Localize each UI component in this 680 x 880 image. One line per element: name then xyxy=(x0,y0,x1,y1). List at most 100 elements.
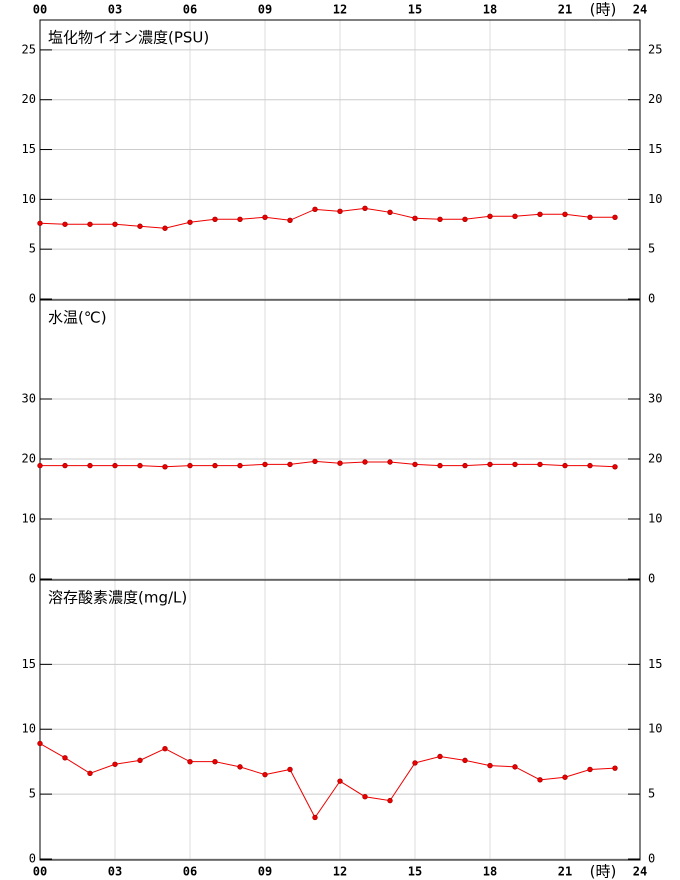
y-tick-label: 30 xyxy=(648,392,662,406)
data-point xyxy=(262,214,268,220)
data-point xyxy=(62,755,68,761)
data-point xyxy=(487,461,493,468)
data-point xyxy=(37,220,43,226)
data-point xyxy=(312,814,318,821)
data-point xyxy=(62,462,68,469)
data-point xyxy=(512,461,518,468)
data-point xyxy=(387,797,393,804)
data-point xyxy=(437,753,443,760)
data-point xyxy=(612,765,618,771)
data-point xyxy=(562,462,568,469)
data-point xyxy=(362,459,368,465)
y-tick-label: 20 xyxy=(648,92,662,106)
data-point xyxy=(512,213,518,219)
x-axis-label: (時) xyxy=(590,863,617,880)
data-point xyxy=(462,757,468,764)
data-point xyxy=(512,764,518,770)
y-tick-label: 15 xyxy=(22,142,36,156)
data-point xyxy=(162,464,168,470)
data-point xyxy=(312,206,318,213)
data-point xyxy=(562,211,568,218)
y-tick-label: 25 xyxy=(648,42,662,56)
data-point xyxy=(137,223,143,229)
x-axis-label: (時) xyxy=(590,1,617,19)
data-point xyxy=(212,462,218,469)
data-point xyxy=(162,745,168,752)
data-point xyxy=(87,770,93,777)
data-line xyxy=(40,460,616,468)
data-point xyxy=(562,774,568,780)
chart-title: 塩化物イオン濃度(PSU) xyxy=(48,29,209,47)
y-tick-label: 25 xyxy=(22,42,36,56)
x-tick-label: 03 xyxy=(108,3,122,17)
data-point xyxy=(262,461,268,468)
x-tick-label: 21 xyxy=(558,865,572,879)
y-tick-label: 10 xyxy=(22,192,36,206)
x-tick-label: 00 xyxy=(33,865,47,879)
data-point xyxy=(412,760,418,766)
data-point xyxy=(187,219,193,225)
y-tick-label: 0 xyxy=(29,852,36,866)
y-tick-label: 0 xyxy=(648,852,655,866)
x-tick-label: 18 xyxy=(483,865,497,879)
chart-title: 溶存酸素濃度(mg/L) xyxy=(48,589,187,607)
data-point xyxy=(212,216,218,222)
x-tick-label: 12 xyxy=(333,3,347,17)
data-point xyxy=(537,211,543,218)
data-point xyxy=(337,778,343,784)
data-point xyxy=(87,462,93,469)
x-tick-label: 18 xyxy=(483,3,497,17)
data-point xyxy=(212,758,218,765)
y-tick-label: 0 xyxy=(648,572,655,586)
y-tick-label: 0 xyxy=(29,292,36,306)
data-point xyxy=(162,225,168,231)
data-point xyxy=(362,794,368,800)
x-tick-label: 15 xyxy=(408,865,422,879)
data-point xyxy=(437,216,443,222)
data-point xyxy=(412,461,418,468)
data-point xyxy=(537,461,543,468)
data-point xyxy=(112,761,118,767)
y-tick-label: 10 xyxy=(22,512,36,526)
y-tick-label: 10 xyxy=(22,722,36,736)
data-point xyxy=(387,459,393,465)
data-point xyxy=(287,217,293,223)
x-tick-label: 00 xyxy=(33,3,47,17)
data-point xyxy=(237,764,243,770)
chart-title: 水温(℃) xyxy=(48,309,107,327)
data-point xyxy=(287,461,293,468)
data-point xyxy=(587,462,593,469)
data-point xyxy=(487,762,493,769)
data-point xyxy=(337,460,343,466)
y-tick-label: 15 xyxy=(648,142,662,156)
data-point xyxy=(587,214,593,220)
plot-frame xyxy=(39,579,641,861)
data-point xyxy=(387,209,393,216)
x-tick-label: 12 xyxy=(333,865,347,879)
x-tick-label: 21 xyxy=(558,3,572,17)
x-tick-label: 24 xyxy=(633,865,647,879)
data-point xyxy=(137,757,143,764)
y-tick-label: 15 xyxy=(22,657,36,671)
y-tick-label: 10 xyxy=(648,192,662,206)
data-point xyxy=(37,740,43,747)
x-tick-label: 03 xyxy=(108,865,122,879)
y-tick-label: 20 xyxy=(648,452,662,466)
data-point xyxy=(62,221,68,227)
data-point xyxy=(362,205,368,212)
data-point xyxy=(237,216,243,222)
data-point xyxy=(137,462,143,469)
y-tick-label: 10 xyxy=(648,722,662,736)
data-point xyxy=(437,462,443,469)
y-tick-label: 15 xyxy=(648,657,662,671)
data-point xyxy=(112,221,118,227)
x-tick-label: 24 xyxy=(633,3,647,17)
data-point xyxy=(237,462,243,469)
data-point xyxy=(412,215,418,221)
x-tick-label: 06 xyxy=(183,3,197,17)
y-tick-label: 20 xyxy=(22,92,36,106)
data-point xyxy=(587,766,593,773)
x-tick-label: 06 xyxy=(183,865,197,879)
